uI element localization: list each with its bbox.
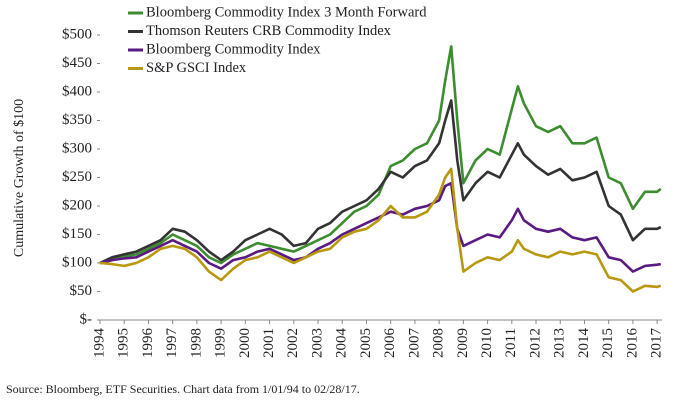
x-tick-label: 2004	[334, 328, 350, 359]
y-tick-label: $300	[62, 140, 92, 156]
y-tick-label: $200	[62, 197, 92, 213]
series-line	[99, 181, 662, 273]
y-tick-label: $50	[70, 283, 93, 299]
x-tick-label: 2002	[285, 328, 301, 358]
x-tick-label: 2003	[309, 328, 325, 358]
x-tick-label: 2017	[649, 328, 665, 359]
x-tick-label: 1996	[140, 328, 156, 359]
x-tick-label: 2015	[600, 328, 616, 358]
x-tick-label: 2011	[503, 328, 519, 357]
x-tick-label: 2000	[237, 328, 253, 358]
x-tick-label: 2014	[576, 328, 592, 359]
source-note: Source: Bloomberg, ETF Securities. Chart…	[6, 382, 360, 396]
x-tick-label: 2012	[527, 328, 543, 358]
y-tick-label: $400	[62, 83, 92, 99]
legend-label: Bloomberg Commodity Index 3 Month Forwar…	[146, 4, 427, 20]
x-tick-label: 1998	[188, 328, 204, 358]
y-tick-label: $450	[62, 55, 92, 71]
x-tick-label: 2009	[455, 328, 471, 358]
x-tick-label: 2008	[431, 328, 447, 358]
x-tick-label: 1997	[164, 328, 180, 359]
y-tick-label: $500	[62, 26, 92, 42]
x-tick-label: 1994	[91, 328, 107, 359]
x-tick-label: 2006	[382, 328, 398, 359]
y-tick-label: $250	[62, 169, 92, 185]
y-tick-label: $-	[80, 311, 93, 327]
x-tick-label: 2007	[406, 328, 422, 359]
y-tick-label: $100	[62, 254, 92, 270]
legend-label: S&P GSCI Index	[146, 60, 247, 76]
legend-label: Thomson Reuters CRB Commodity Index	[146, 23, 392, 39]
series-line	[99, 99, 662, 265]
x-tick-label: 2016	[624, 328, 640, 359]
x-tick-label: 1995	[116, 328, 132, 358]
x-tick-label: 2001	[261, 328, 277, 358]
x-tick-label: 1999	[213, 328, 229, 358]
legend-label: Bloomberg Commodity Index	[146, 41, 321, 57]
series-line	[99, 45, 662, 265]
y-tick-label: $350	[62, 112, 92, 128]
x-tick-label: 2013	[552, 328, 568, 358]
y-axis-label: Cumulative Growth of $100	[12, 99, 27, 257]
series-line	[99, 167, 662, 293]
y-tick-label: $150	[62, 226, 92, 242]
x-tick-label: 2005	[358, 328, 374, 358]
x-tick-label: 2010	[479, 328, 495, 358]
